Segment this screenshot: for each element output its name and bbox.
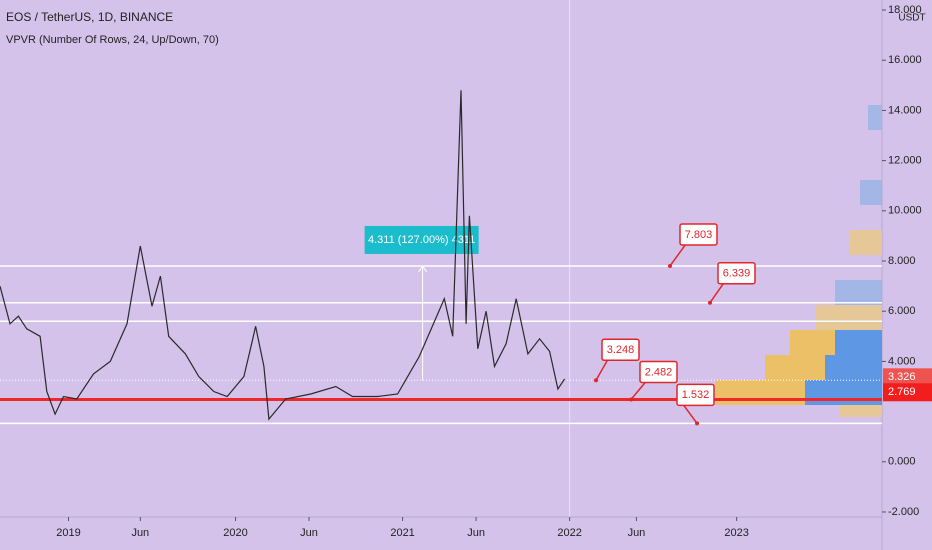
- low-marker-box: [883, 383, 932, 402]
- callout-anchor: [708, 300, 712, 305]
- y-tick-label: 14.000: [888, 104, 922, 116]
- x-tick-label: 2019: [56, 527, 80, 539]
- measure-label: 4.311 (127.00%) 4311: [368, 234, 475, 246]
- vp-row: [840, 405, 882, 417]
- volume-profile: [715, 105, 882, 417]
- symbol-title: EOS / TetherUS, 1D, BINANCE: [6, 10, 173, 24]
- callout-pointer: [669, 243, 687, 267]
- vp-row: [765, 355, 825, 380]
- y-tick-label: 10.000: [888, 205, 922, 217]
- callout-anchor: [629, 397, 633, 402]
- y-tick-label: 18.000: [888, 4, 922, 16]
- vp-row: [868, 105, 882, 130]
- callout-label: 7.803: [685, 229, 713, 241]
- low-marker-label: 2.769: [888, 386, 916, 398]
- vp-row: [805, 380, 882, 405]
- callout-label: 3.248: [607, 344, 635, 356]
- vp-row: [835, 330, 882, 355]
- x-tick-label: 2021: [390, 527, 414, 539]
- vp-row: [815, 305, 882, 330]
- vp-row: [860, 180, 882, 205]
- callout-box: [676, 383, 715, 407]
- callout-box: [639, 360, 678, 384]
- price-line: [0, 90, 566, 421]
- callout-pointer: [709, 282, 725, 304]
- x-tick-label: 2022: [557, 527, 581, 539]
- y-tick-label: 0.000: [888, 456, 916, 468]
- measure-box: [364, 225, 479, 254]
- last-price-label: 3.326: [888, 371, 916, 383]
- vp-row: [790, 330, 835, 355]
- vp-row: [835, 280, 882, 305]
- callout-label: 2.482: [645, 366, 673, 378]
- callout-anchor: [668, 263, 672, 268]
- callout-label: 6.339: [723, 268, 751, 280]
- x-tick-label: 2023: [724, 527, 748, 539]
- callout-box: [717, 261, 756, 285]
- y-tick-label: -2.000: [888, 506, 919, 518]
- x-tick-label: Jun: [467, 527, 485, 539]
- callout-anchor: [695, 421, 699, 426]
- callout-box: [601, 338, 640, 362]
- y-tick-label: 4.000: [888, 355, 916, 367]
- x-tick-label: 2020: [223, 527, 247, 539]
- y-tick-label: 6.000: [888, 305, 916, 317]
- vp-row: [825, 355, 882, 380]
- x-tick-label: Jun: [628, 527, 646, 539]
- x-tick-label: Jun: [131, 527, 149, 539]
- y-tick-label: 8.000: [888, 255, 916, 267]
- callout-pointer: [595, 358, 609, 381]
- axis-unit: USDT: [898, 13, 925, 24]
- callout-pointer: [682, 403, 698, 424]
- y-tick-label: 16.000: [888, 54, 922, 66]
- vp-row: [715, 380, 805, 405]
- vp-row: [850, 230, 882, 255]
- indicator-title: VPVR (Number Of Rows, 24, Up/Down, 70): [6, 34, 219, 46]
- callout-anchor: [594, 378, 598, 383]
- callout-label: 1.532: [682, 389, 710, 401]
- callout-pointer: [630, 381, 647, 400]
- measure-arrowhead: [418, 265, 428, 273]
- y-tick-label: 12.000: [888, 155, 922, 167]
- callout-box: [679, 223, 718, 246]
- x-tick-label: Jun: [300, 527, 318, 539]
